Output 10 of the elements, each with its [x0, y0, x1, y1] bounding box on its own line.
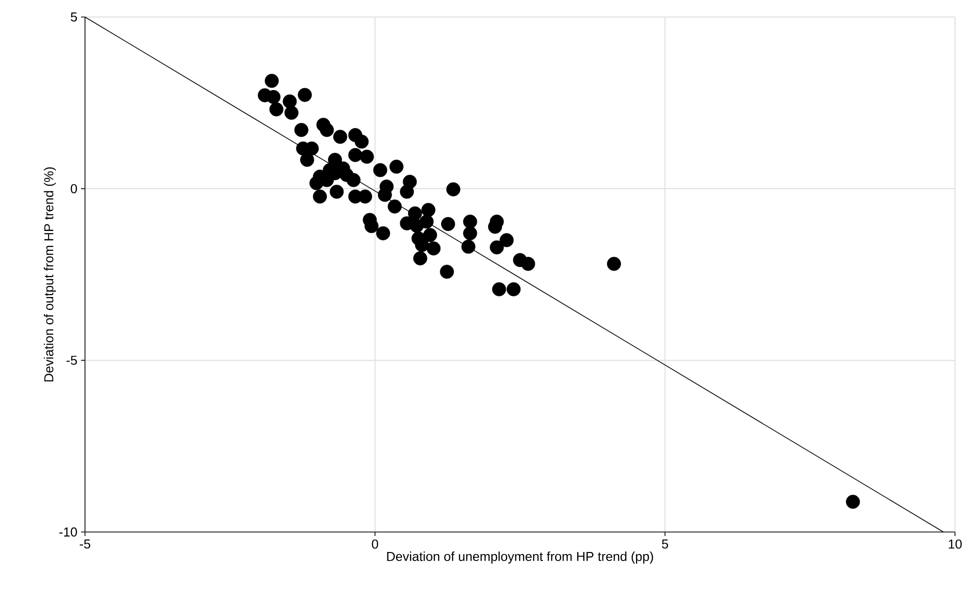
y-tick-label: -5 — [66, 356, 77, 365]
x-tick-label: 10 — [948, 540, 962, 549]
x-tick-label: 5 — [662, 540, 668, 549]
y-tick-label: -10 — [59, 527, 77, 537]
y-tick-label: 0 — [70, 184, 77, 194]
x-axis-title: Deviation of unemployment from HP trend (pp) — [387, 552, 654, 564]
x-tick-label: 0 — [372, 540, 378, 549]
x-tick-label: -5 — [80, 540, 90, 549]
y-tick-label: 5 — [70, 12, 77, 22]
y-axis-title: Deviation of output from HP trend (%) — [44, 167, 56, 382]
